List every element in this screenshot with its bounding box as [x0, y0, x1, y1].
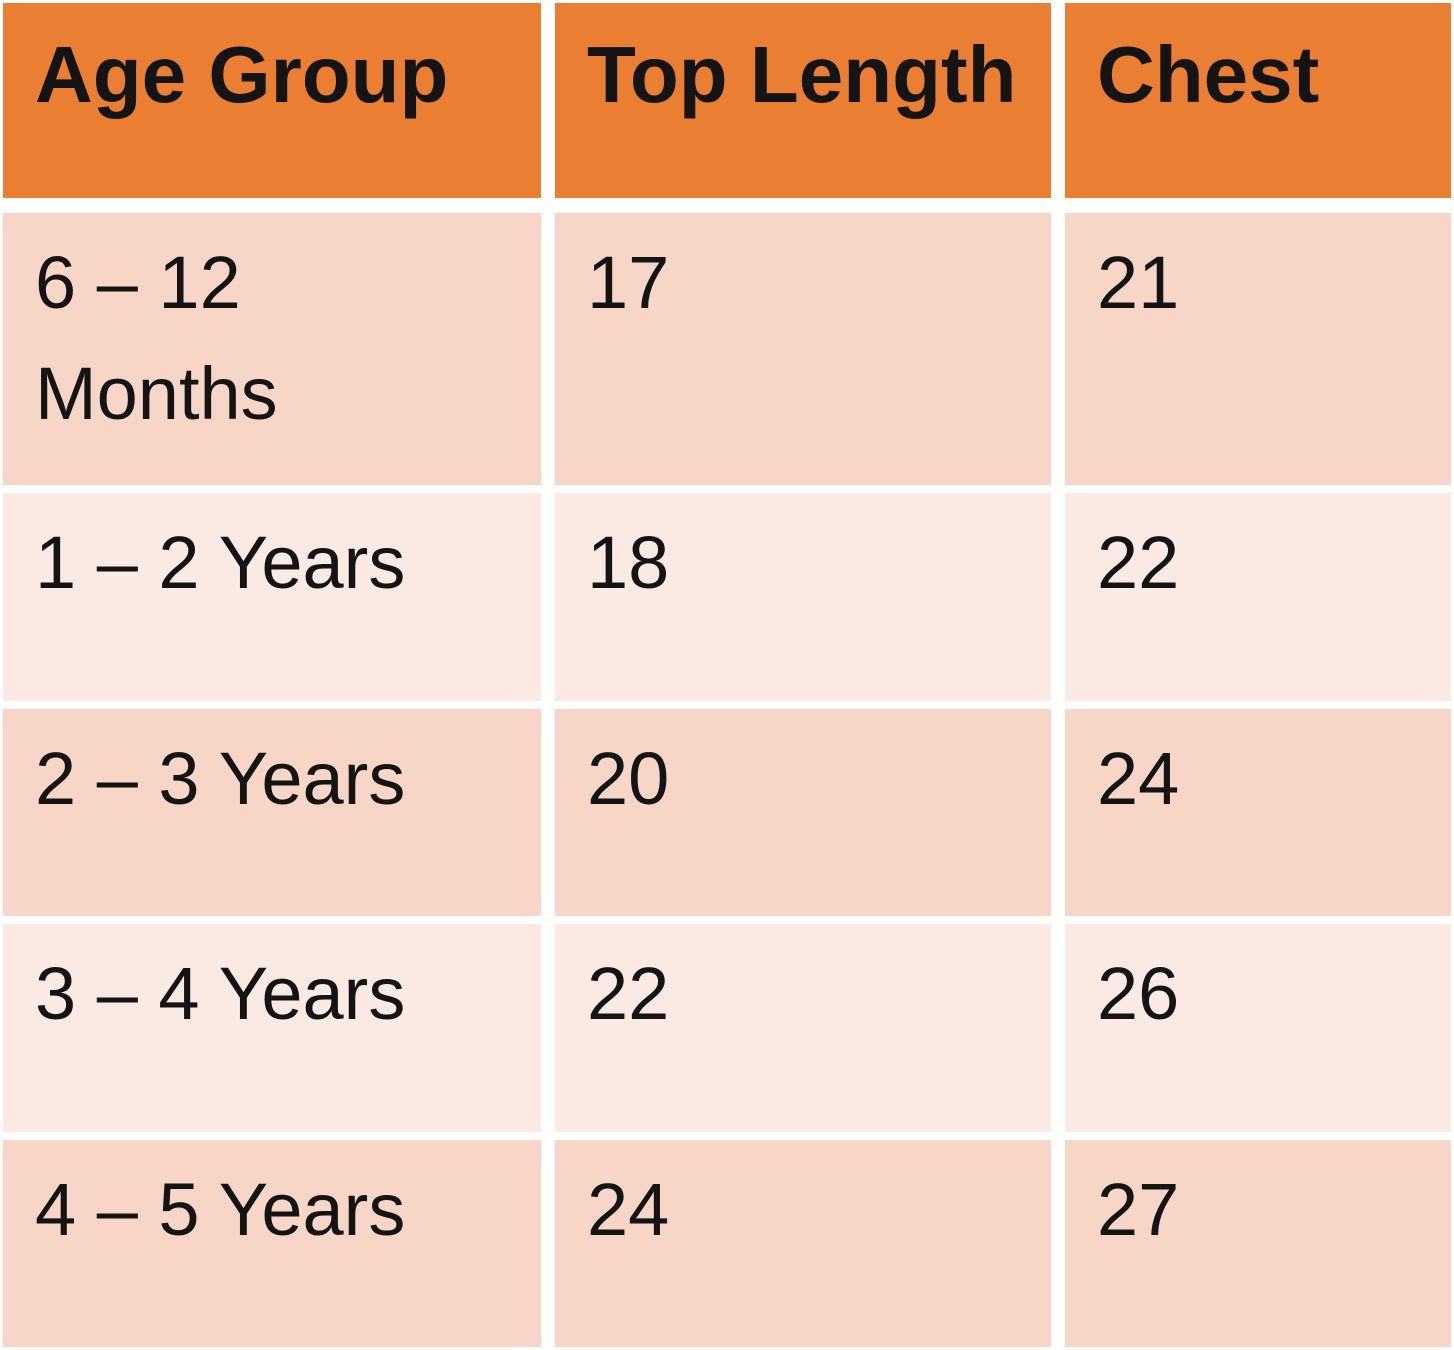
cell-row1-age-group: 6 – 12 Months	[3, 213, 541, 485]
cell-row1-top-length: 17	[555, 213, 1051, 485]
cell-row2-chest: 22	[1065, 493, 1451, 701]
cell-row5-age-group: 4 – 5 Years	[3, 1140, 541, 1347]
cell-row5-chest: 27	[1065, 1140, 1451, 1347]
cell-row5-top-length: 24	[555, 1140, 1051, 1347]
cell-row3-chest: 24	[1065, 709, 1451, 916]
cell-row4-chest: 26	[1065, 924, 1451, 1132]
cell-row2-top-length: 18	[555, 493, 1051, 701]
cell-row2-age-group: 1 – 2 Years	[3, 493, 541, 701]
cell-row1-chest: 21	[1065, 213, 1451, 485]
header-age-group: Age Group	[3, 3, 541, 205]
cell-row3-age-group: 2 – 3 Years	[3, 709, 541, 916]
header-top-length: Top Length	[555, 3, 1051, 205]
header-chest: Chest	[1065, 3, 1451, 205]
cell-row4-age-group: 3 – 4 Years	[3, 924, 541, 1132]
cell-row3-top-length: 20	[555, 709, 1051, 916]
cell-row4-top-length: 22	[555, 924, 1051, 1132]
